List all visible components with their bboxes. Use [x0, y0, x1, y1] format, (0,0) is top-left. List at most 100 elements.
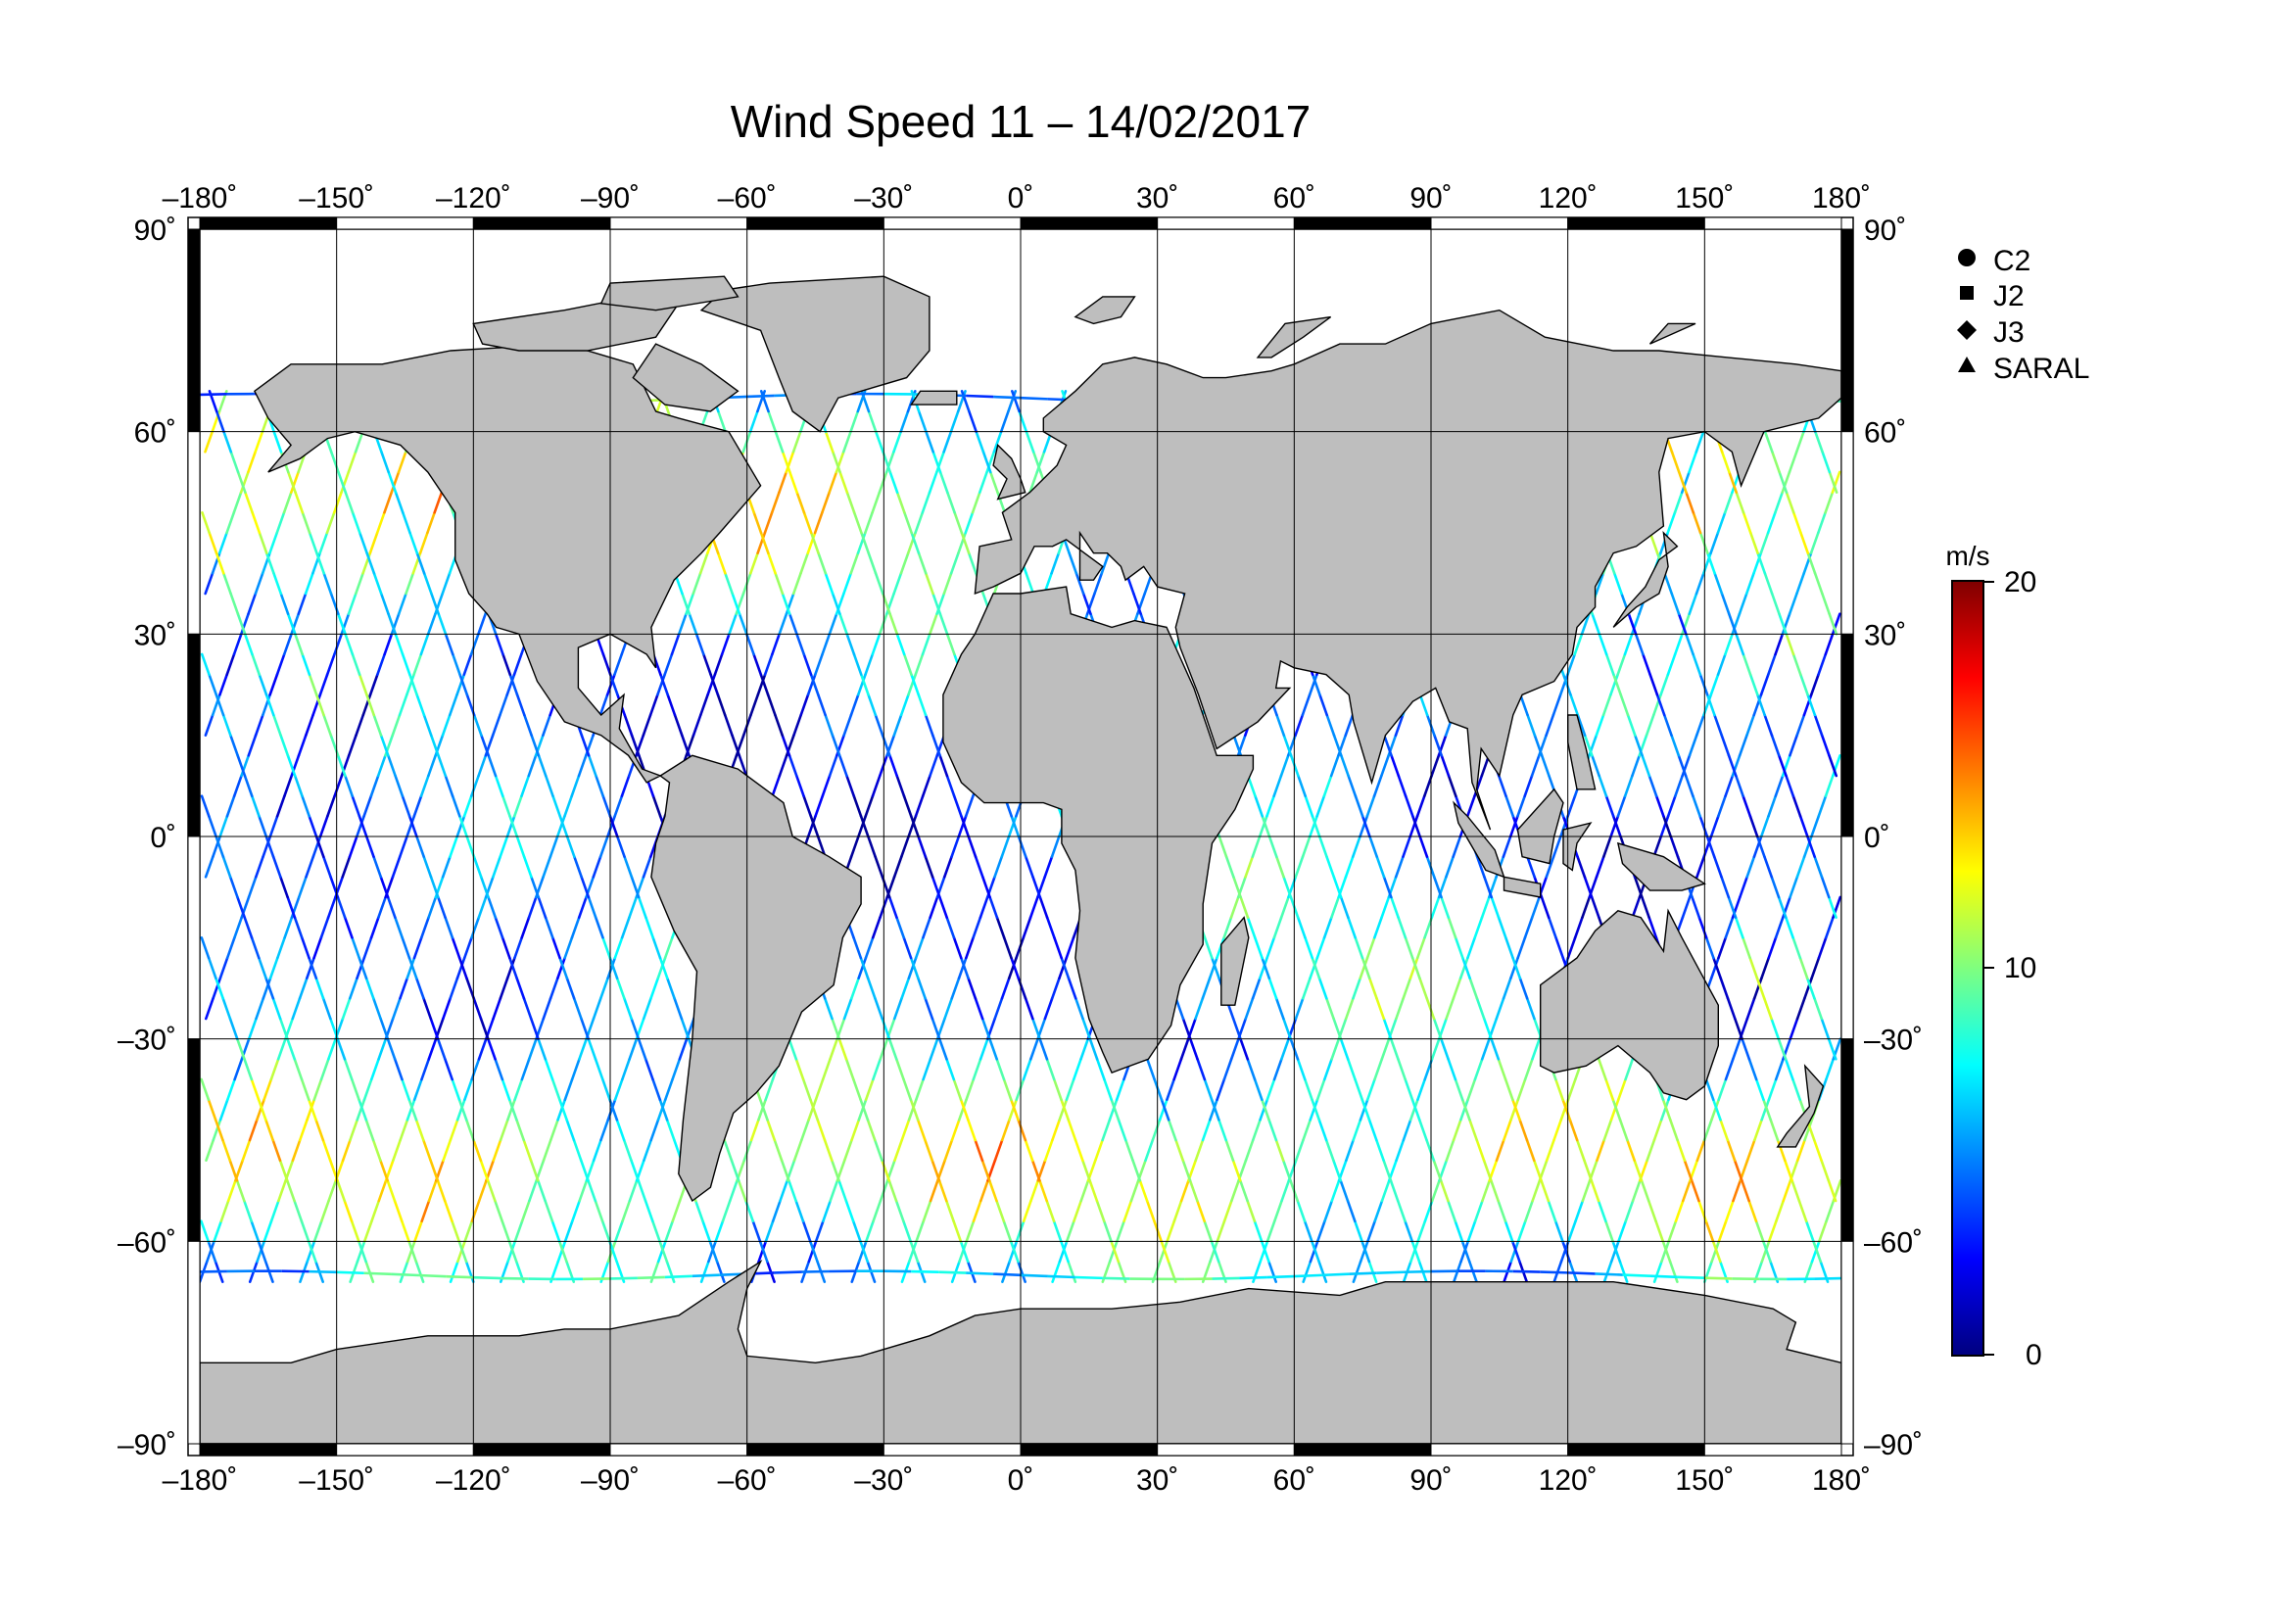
track-segment: [1623, 1275, 1650, 1276]
track-segment: [638, 1277, 665, 1278]
lon-tick-label-bottom: 30˚: [1136, 1464, 1178, 1497]
frame-segment-left: [188, 229, 200, 432]
lon-tick-label-bottom: –30˚: [854, 1464, 913, 1497]
legend-label-j3: J3: [1993, 316, 2025, 349]
frame-segment-bottom: [883, 1444, 1021, 1456]
track-segment: [1404, 1271, 1431, 1272]
lon-tick-labels-bottom: –180˚–150˚–120˚–90˚–60˚–30˚0˚30˚60˚90˚12…: [163, 1464, 1871, 1497]
frame-segment-bottom: [1021, 1444, 1158, 1456]
frame-segment-bottom: [610, 1444, 747, 1456]
lon-tick-label-bottom: 60˚: [1273, 1464, 1315, 1497]
frame-segment-top: [1704, 217, 1841, 229]
triangle-icon: [1958, 357, 1976, 372]
circle-icon: [1958, 249, 1976, 266]
track-segment: [392, 1274, 419, 1275]
colorbar-tick-label-20: 20: [2004, 566, 2036, 598]
frame-segment-bottom: [473, 1444, 610, 1456]
track-segment: [665, 1276, 692, 1277]
track-segment: [1349, 1273, 1376, 1274]
lon-tick-label-bottom: 180˚: [1812, 1464, 1871, 1497]
lat-tick-label-left: 90˚: [134, 215, 176, 247]
track-segment: [1704, 1278, 1732, 1279]
frame-segment-right: [1841, 1039, 1853, 1242]
frame-segment-right: [1841, 1241, 1853, 1444]
frame-segment-top: [1021, 217, 1158, 229]
frame-segment-top: [610, 217, 747, 229]
lon-tick-label-top: –180˚: [163, 182, 238, 215]
lat-tick-label-left: –60˚: [118, 1226, 176, 1259]
frame-segment-right: [1841, 836, 1853, 1039]
track-segment: [610, 1278, 638, 1279]
square-icon: [1960, 286, 1974, 300]
track-segment: [1596, 1273, 1623, 1274]
track-segment: [1266, 1276, 1294, 1277]
track-segment: [446, 1276, 473, 1277]
lon-tick-label-bottom: –180˚: [163, 1464, 238, 1497]
track-segment: [966, 396, 993, 397]
frame-segment-bottom: [337, 1444, 474, 1456]
lon-tick-label-top: 150˚: [1675, 182, 1734, 215]
track-segment: [1649, 1276, 1677, 1277]
colorbar-unit-label: m/s: [1945, 541, 1989, 571]
frame-segment-bottom: [1568, 1444, 1705, 1456]
track-segment: [200, 394, 227, 395]
track-segment: [747, 396, 775, 397]
map-body: [200, 229, 1841, 1444]
frame-segment-top: [1431, 217, 1568, 229]
lon-tick-label-top: –30˚: [854, 182, 913, 215]
track-segment: [1213, 1278, 1240, 1279]
lat-tick-label-right: 60˚: [1864, 417, 1906, 450]
track-segment: [1321, 1274, 1349, 1275]
lon-tick-label-bottom: 90˚: [1409, 1464, 1452, 1497]
frame-segment-left: [188, 1039, 200, 1242]
track-segment: [911, 1271, 938, 1272]
track-segment: [364, 1273, 392, 1274]
lon-tick-label-bottom: 120˚: [1539, 1464, 1598, 1497]
track-segment: [310, 1271, 337, 1272]
lon-tick-label-top: –90˚: [581, 182, 640, 215]
lat-tick-label-right: –90˚: [1864, 1429, 1923, 1461]
track-segment: [802, 1271, 830, 1272]
track-segment: [966, 1273, 993, 1274]
frame-segment-bottom: [1431, 1444, 1568, 1456]
frame-segment-top: [200, 217, 337, 229]
frame-segment-bottom: [747, 1444, 884, 1456]
lon-tick-labels-top: –180˚–150˚–120˚–90˚–60˚–30˚0˚30˚60˚90˚12…: [163, 182, 1871, 215]
frame-segment-bottom: [200, 1444, 337, 1456]
lon-tick-label-top: 0˚: [1008, 182, 1034, 215]
track-segment: [1021, 398, 1048, 399]
frame-segment-top: [1294, 217, 1431, 229]
track-segment: [1376, 1272, 1404, 1273]
track-segment: [1103, 1278, 1130, 1279]
track-segment: [1239, 1277, 1266, 1278]
frame-segment-left: [188, 634, 200, 836]
frame-segment-top: [1568, 217, 1705, 229]
frame-segment-bottom: [1294, 1444, 1431, 1456]
track-segment: [337, 1272, 364, 1273]
lat-tick-labels-right: 90˚60˚30˚0˚–30˚–60˚–90˚: [1864, 215, 1923, 1461]
frame-segment-left: [188, 836, 200, 1039]
lat-tick-label-right: 0˚: [1864, 822, 1890, 854]
track-segment: [1677, 1277, 1704, 1278]
track-segment: [1021, 1275, 1048, 1276]
lon-tick-label-top: –120˚: [436, 182, 511, 215]
lat-tick-label-right: –30˚: [1864, 1025, 1923, 1057]
track-segment: [501, 1278, 528, 1279]
lon-tick-label-top: 90˚: [1409, 182, 1452, 215]
frame-segment-right: [1841, 229, 1853, 432]
colorbar: m/s 20 10 0: [1945, 541, 2041, 1371]
frame-segment-right: [1841, 634, 1853, 836]
frame-segment-right: [1841, 432, 1853, 635]
satellite-legend: C2 J2 J3 SARAL: [1957, 245, 2089, 385]
frame-segment-top: [883, 217, 1021, 229]
track-segment: [1814, 1278, 1841, 1279]
lon-tick-label-bottom: 150˚: [1675, 1464, 1734, 1497]
track-segment: [1568, 1272, 1596, 1273]
lon-tick-label-top: –150˚: [299, 182, 374, 215]
map-title: Wind Speed 11 – 14/02/2017: [731, 96, 1312, 147]
track-segment: [1048, 1276, 1075, 1277]
lat-tick-label-left: 30˚: [134, 619, 176, 651]
legend-label-j2: J2: [1993, 280, 2025, 312]
lat-tick-labels-left: 90˚60˚30˚0˚–30˚–60˚–90˚: [118, 215, 176, 1461]
